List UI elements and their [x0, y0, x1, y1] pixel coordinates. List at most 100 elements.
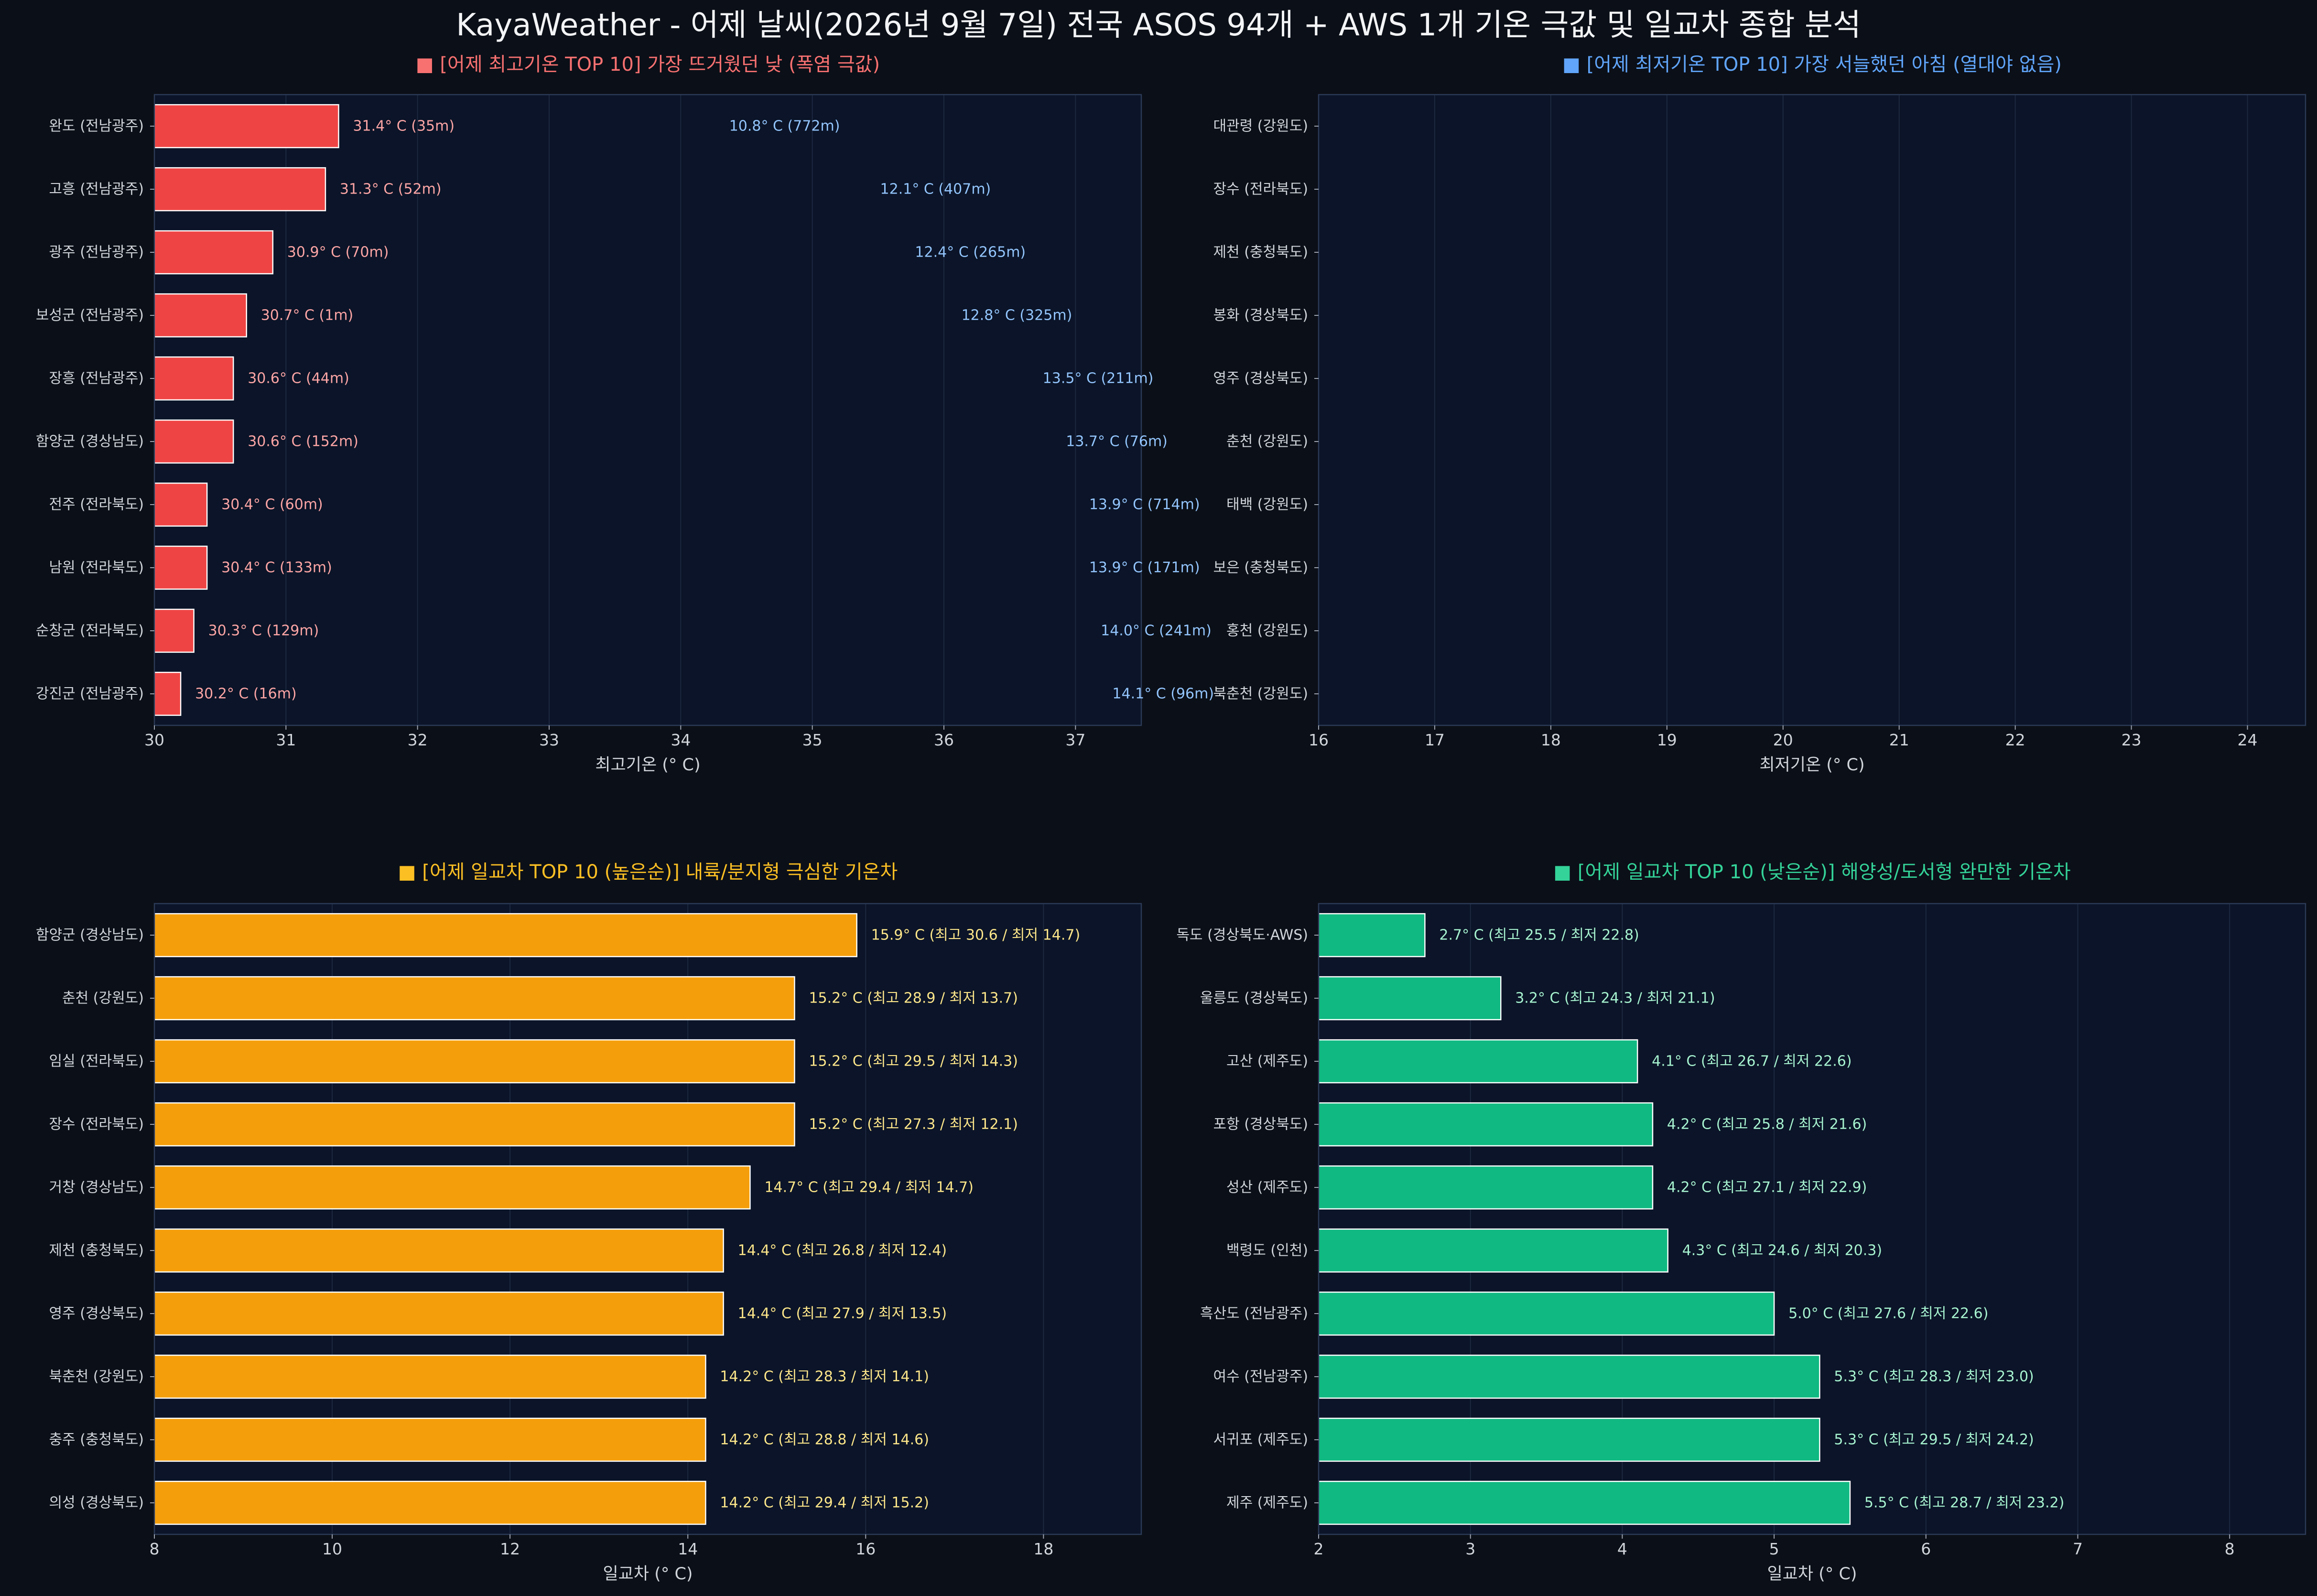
x-tick-label: 22 — [2005, 731, 2025, 749]
data-label: 4.2° C (최고 27.1 / 최저 22.9) — [1667, 1179, 1867, 1196]
data-label: 5.3° C (최고 28.3 / 최저 23.0) — [1834, 1369, 2034, 1385]
y-tick-label: 함양군 (경상남도) — [36, 433, 144, 450]
data-label: 15.2° C (최고 29.5 / 최저 14.3) — [809, 1053, 1018, 1070]
x-tick-label: 16 — [1309, 731, 1329, 749]
data-label: 31.4° C (35m) — [353, 118, 455, 135]
data-label: 13.7° C (76m) — [1066, 433, 1168, 450]
x-tick-label: 8 — [2225, 1540, 2235, 1558]
bar — [154, 1102, 795, 1147]
y-tick-label: 춘천 (강원도) — [1226, 433, 1308, 450]
data-label: 30.6° C (44m) — [248, 370, 349, 387]
data-label: 14.4° C (최고 26.8 / 최저 12.4) — [738, 1242, 947, 1259]
bar — [154, 976, 795, 1021]
bars — [154, 104, 339, 716]
data-label: 4.1° C (최고 26.7 / 최저 22.6) — [1652, 1053, 1851, 1070]
bar — [154, 482, 208, 527]
y-tick-label: 독도 (경상북도·AWS) — [1176, 927, 1308, 944]
data-label: 30.4° C (133m) — [221, 560, 332, 576]
y-tick-label: 울릉도 (경상북도) — [1200, 990, 1308, 1007]
x-tick-label: 14 — [678, 1540, 698, 1558]
data-label: 10.8° C (772m) — [729, 118, 840, 135]
bar — [1319, 1417, 1820, 1462]
bar — [1319, 1354, 1820, 1399]
chart-title: ■ [어제 일교차 TOP 10 (높은순)] 내륙/분지형 극심한 기온차 — [398, 861, 898, 883]
x-tick-label: 2 — [1314, 1540, 1324, 1558]
bar — [1319, 976, 1502, 1021]
x-tick-label: 5 — [1769, 1540, 1779, 1558]
x-tick-label: 6 — [1921, 1540, 1931, 1558]
y-tick-label: 춘천 (강원도) — [62, 990, 144, 1007]
x-tick-label: 3 — [1465, 1540, 1475, 1558]
y-tick-label: 전주 (전라북도) — [49, 496, 144, 513]
data-label: 13.9° C (171m) — [1089, 560, 1200, 576]
data-label: 30.2° C (16m) — [195, 686, 297, 702]
data-label: 30.9° C (70m) — [287, 244, 389, 261]
y-tick-label: 포항 (경상북도) — [1213, 1116, 1308, 1133]
y-tick-label: 제천 (충청북도) — [1213, 244, 1308, 261]
y-tick-label: 영주 (경상북도) — [1213, 370, 1308, 387]
plot-border — [1318, 94, 2306, 726]
bars — [154, 913, 857, 1525]
x-axis-label: 일교차 (° C) — [1767, 1564, 1857, 1584]
x-tick-label: 34 — [671, 731, 691, 749]
data-label: 30.3° C (129m) — [208, 623, 319, 639]
chart-title: ■ [어제 일교차 TOP 10 (낮은순)] 해양성/도서형 완만한 기온차 — [1553, 861, 2070, 883]
data-label: 14.0° C (241m) — [1101, 623, 1212, 639]
main-title: KayaWeather - 어제 날씨(2026년 9월 7일) 전국 ASOS… — [456, 8, 1861, 43]
max-temp-chart: 31.4° C (35m) 31.3° C (52m) 30.9° C (70m) 3… — [36, 54, 1142, 775]
data-label: 30.6° C (152m) — [248, 433, 358, 450]
bar — [1319, 1228, 1668, 1273]
bar — [1319, 913, 1426, 958]
bar — [1319, 1291, 1775, 1336]
y-tick-label: 북춘천 (강원도) — [49, 1369, 144, 1385]
bar — [154, 1039, 795, 1084]
data-label: 3.2° C (최고 24.3 / 최저 21.1) — [1515, 990, 1715, 1007]
y-tick-label: 제천 (충청북도) — [49, 1242, 144, 1259]
y-tick-label: 광주 (전남광주) — [49, 244, 144, 261]
y-tick-label: 고흥 (전남광주) — [49, 181, 144, 198]
data-label: 2.7° C (최고 25.5 / 최저 22.8) — [1439, 927, 1639, 944]
data-label: 31.3° C (52m) — [340, 181, 442, 198]
y-tick-label: 홍천 (강원도) — [1226, 623, 1308, 639]
min-temp-chart: 10.8° C (772m) 12.1° C (407m) 12.4° C (265… — [729, 54, 2306, 775]
x-tick-label: 24 — [2238, 731, 2258, 749]
range-high-chart: 15.9° C (최고 30.6 / 최저 14.7) 15.2° C (최고 2… — [36, 861, 1142, 1584]
x-tick-label: 21 — [1889, 731, 1909, 749]
bar — [154, 545, 208, 590]
bar — [154, 1228, 724, 1273]
data-label: 14.2° C (최고 28.8 / 최저 14.6) — [720, 1432, 929, 1448]
bar — [154, 1354, 706, 1399]
data-label: 5.5° C (최고 28.7 / 최저 23.2) — [1864, 1495, 2064, 1511]
plot-area — [1319, 95, 2306, 725]
bar — [154, 104, 339, 149]
x-axis-label: 일교차 (° C) — [603, 1564, 693, 1584]
x-tick-label: 30 — [144, 731, 164, 749]
data-label: 30.7° C (1m) — [261, 307, 354, 324]
x-tick-label: 23 — [2122, 731, 2142, 749]
y-tick-label: 거창 (경상남도) — [49, 1179, 144, 1196]
bar — [154, 293, 247, 338]
y-tick-label: 충주 (충청북도) — [49, 1432, 144, 1448]
plot-border — [153, 903, 1142, 1535]
bar — [154, 1165, 751, 1210]
bar — [154, 356, 234, 401]
x-tick-label: 20 — [1773, 731, 1793, 749]
x-tick-label: 35 — [802, 731, 823, 749]
bar — [1319, 1102, 1654, 1147]
data-label: 30.4° C (60m) — [221, 496, 323, 513]
bar — [154, 1417, 706, 1462]
x-tick-label: 10 — [322, 1540, 342, 1558]
y-tick-label: 백령도 (인천) — [1226, 1242, 1308, 1259]
bar — [154, 671, 182, 716]
y-tick-label: 장수 (전라북도) — [49, 1116, 144, 1133]
y-tick-label: 제주 (제주도) — [1226, 1495, 1308, 1511]
y-tick-label: 서귀포 (제주도) — [1213, 1432, 1308, 1448]
data-label: 13.5° C (211m) — [1043, 370, 1154, 387]
chart-title: ■ [어제 최저기온 TOP 10] 가장 서늘했던 아침 (열대야 없음) — [1562, 54, 2062, 75]
data-label: 15.9° C (최고 30.6 / 최저 14.7) — [871, 927, 1080, 944]
data-label: 13.9° C (714m) — [1089, 496, 1200, 513]
y-tick-label: 대관령 (강원도) — [1213, 118, 1308, 135]
chart-title: ■ [어제 최고기온 TOP 10] 가장 뜨거웠던 낮 (폭염 극값) — [416, 54, 880, 75]
y-tick-label: 보성군 (전남광주) — [36, 307, 144, 324]
